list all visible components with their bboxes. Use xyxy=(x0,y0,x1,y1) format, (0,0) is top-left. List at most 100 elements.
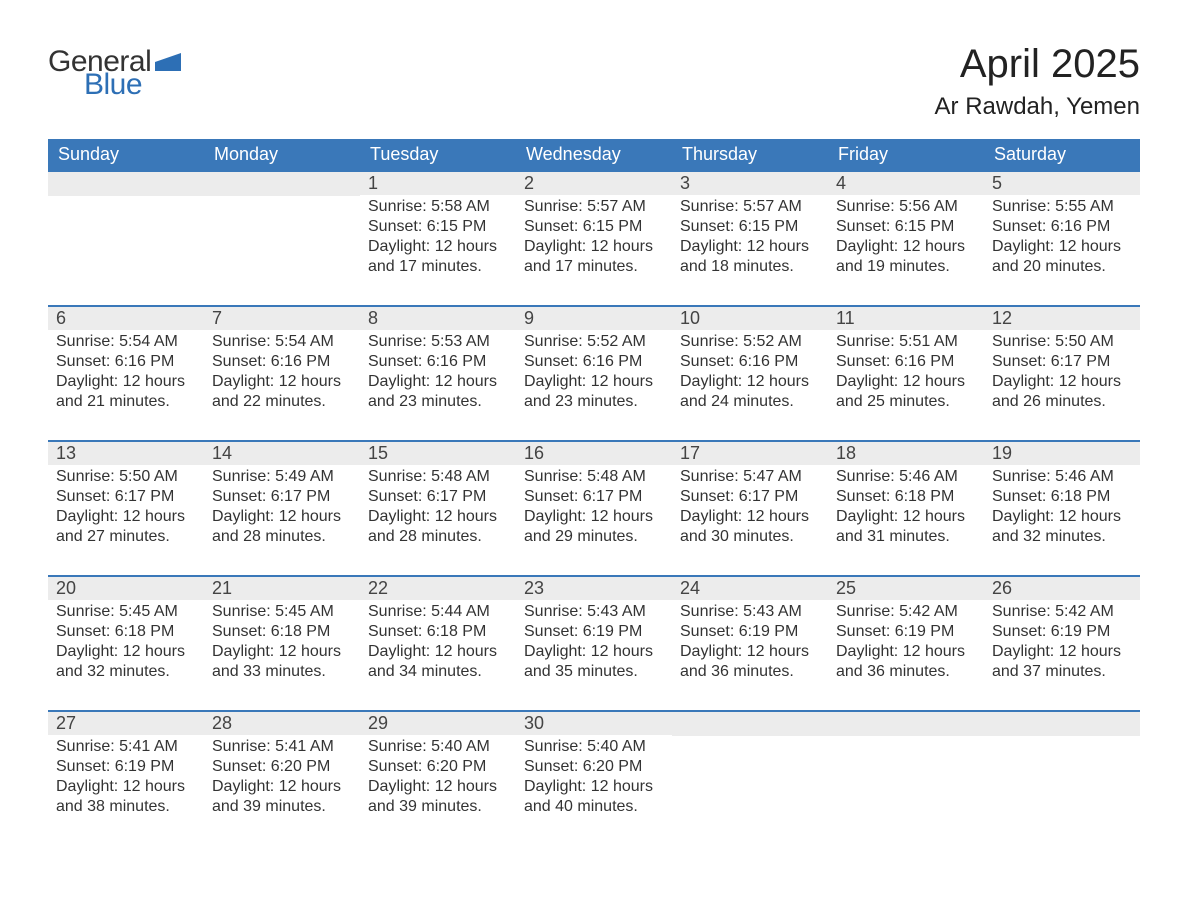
month-title: April 2025 xyxy=(935,42,1140,87)
day-line-sunset: Sunset: 6:16 PM xyxy=(992,217,1132,237)
day-number: 12 xyxy=(984,307,1140,330)
day-body: Sunrise: 5:54 AMSunset: 6:16 PMDaylight:… xyxy=(48,330,204,440)
day-line-sunrise: Sunrise: 5:50 AM xyxy=(992,332,1132,352)
day-line-day1: Daylight: 12 hours xyxy=(680,372,820,392)
day-line-sunset: Sunset: 6:15 PM xyxy=(368,217,508,237)
day-line-day2: and 19 minutes. xyxy=(836,257,976,277)
day-line-day1: Daylight: 12 hours xyxy=(836,372,976,392)
day-number: 5 xyxy=(984,172,1140,195)
day-line-sunset: Sunset: 6:18 PM xyxy=(368,622,508,642)
day-line-sunrise: Sunrise: 5:51 AM xyxy=(836,332,976,352)
day-line-day2: and 32 minutes. xyxy=(992,527,1132,547)
day-header: Saturday xyxy=(984,139,1140,171)
day-number xyxy=(48,172,204,196)
calendar-cell: 19Sunrise: 5:46 AMSunset: 6:18 PMDayligh… xyxy=(984,441,1140,576)
day-line-day1: Daylight: 12 hours xyxy=(524,777,664,797)
day-line-sunrise: Sunrise: 5:42 AM xyxy=(992,602,1132,622)
logo: General Blue xyxy=(48,42,181,98)
calendar-cell: 16Sunrise: 5:48 AMSunset: 6:17 PMDayligh… xyxy=(516,441,672,576)
day-line-sunset: Sunset: 6:19 PM xyxy=(56,757,196,777)
day-line-sunset: Sunset: 6:17 PM xyxy=(680,487,820,507)
day-line-day1: Daylight: 12 hours xyxy=(992,372,1132,392)
calendar-week-row: 27Sunrise: 5:41 AMSunset: 6:19 PMDayligh… xyxy=(48,711,1140,845)
day-line-sunset: Sunset: 6:16 PM xyxy=(680,352,820,372)
day-line-day1: Daylight: 12 hours xyxy=(212,507,352,527)
day-body: Sunrise: 5:43 AMSunset: 6:19 PMDaylight:… xyxy=(672,600,828,710)
day-number: 4 xyxy=(828,172,984,195)
day-header: Wednesday xyxy=(516,139,672,171)
calendar-cell xyxy=(828,711,984,845)
day-number xyxy=(672,712,828,736)
day-body: Sunrise: 5:40 AMSunset: 6:20 PMDaylight:… xyxy=(360,735,516,845)
day-number: 2 xyxy=(516,172,672,195)
day-line-day1: Daylight: 12 hours xyxy=(992,642,1132,662)
day-number: 11 xyxy=(828,307,984,330)
day-line-day2: and 33 minutes. xyxy=(212,662,352,682)
day-line-day1: Daylight: 12 hours xyxy=(680,642,820,662)
day-number: 16 xyxy=(516,442,672,465)
day-line-sunrise: Sunrise: 5:52 AM xyxy=(524,332,664,352)
day-line-day2: and 23 minutes. xyxy=(368,392,508,412)
day-body: Sunrise: 5:43 AMSunset: 6:19 PMDaylight:… xyxy=(516,600,672,710)
day-line-day1: Daylight: 12 hours xyxy=(992,507,1132,527)
calendar-cell: 18Sunrise: 5:46 AMSunset: 6:18 PMDayligh… xyxy=(828,441,984,576)
day-body xyxy=(48,196,204,286)
day-number: 9 xyxy=(516,307,672,330)
day-line-sunrise: Sunrise: 5:40 AM xyxy=(368,737,508,757)
day-header: Tuesday xyxy=(360,139,516,171)
day-line-sunset: Sunset: 6:16 PM xyxy=(212,352,352,372)
day-line-day1: Daylight: 12 hours xyxy=(524,642,664,662)
calendar-cell: 25Sunrise: 5:42 AMSunset: 6:19 PMDayligh… xyxy=(828,576,984,711)
day-number: 19 xyxy=(984,442,1140,465)
day-number: 17 xyxy=(672,442,828,465)
title-block: April 2025 Ar Rawdah, Yemen xyxy=(935,42,1140,131)
calendar-cell xyxy=(672,711,828,845)
calendar-cell: 23Sunrise: 5:43 AMSunset: 6:19 PMDayligh… xyxy=(516,576,672,711)
day-line-sunrise: Sunrise: 5:45 AM xyxy=(56,602,196,622)
day-body xyxy=(204,196,360,286)
day-body: Sunrise: 5:48 AMSunset: 6:17 PMDaylight:… xyxy=(360,465,516,575)
day-line-sunset: Sunset: 6:19 PM xyxy=(836,622,976,642)
day-line-sunset: Sunset: 6:16 PM xyxy=(524,352,664,372)
day-line-day2: and 17 minutes. xyxy=(368,257,508,277)
day-body xyxy=(672,736,828,826)
day-line-day1: Daylight: 12 hours xyxy=(56,507,196,527)
day-body: Sunrise: 5:40 AMSunset: 6:20 PMDaylight:… xyxy=(516,735,672,845)
calendar-cell: 8Sunrise: 5:53 AMSunset: 6:16 PMDaylight… xyxy=(360,306,516,441)
day-line-day2: and 28 minutes. xyxy=(368,527,508,547)
day-line-sunset: Sunset: 6:20 PM xyxy=(368,757,508,777)
calendar-cell: 10Sunrise: 5:52 AMSunset: 6:16 PMDayligh… xyxy=(672,306,828,441)
day-body: Sunrise: 5:48 AMSunset: 6:17 PMDaylight:… xyxy=(516,465,672,575)
day-line-sunrise: Sunrise: 5:52 AM xyxy=(680,332,820,352)
calendar-week-row: 1Sunrise: 5:58 AMSunset: 6:15 PMDaylight… xyxy=(48,171,1140,306)
calendar-cell: 5Sunrise: 5:55 AMSunset: 6:16 PMDaylight… xyxy=(984,171,1140,306)
day-line-day1: Daylight: 12 hours xyxy=(212,372,352,392)
day-line-sunrise: Sunrise: 5:43 AM xyxy=(524,602,664,622)
day-number: 27 xyxy=(48,712,204,735)
day-line-sunrise: Sunrise: 5:46 AM xyxy=(836,467,976,487)
day-line-day2: and 27 minutes. xyxy=(56,527,196,547)
day-body: Sunrise: 5:46 AMSunset: 6:18 PMDaylight:… xyxy=(828,465,984,575)
calendar-table: SundayMondayTuesdayWednesdayThursdayFrid… xyxy=(48,139,1140,845)
day-line-day2: and 18 minutes. xyxy=(680,257,820,277)
day-header: Monday xyxy=(204,139,360,171)
day-line-sunrise: Sunrise: 5:43 AM xyxy=(680,602,820,622)
day-line-sunset: Sunset: 6:18 PM xyxy=(992,487,1132,507)
day-number: 28 xyxy=(204,712,360,735)
calendar-cell: 17Sunrise: 5:47 AMSunset: 6:17 PMDayligh… xyxy=(672,441,828,576)
location: Ar Rawdah, Yemen xyxy=(935,93,1140,121)
day-body: Sunrise: 5:42 AMSunset: 6:19 PMDaylight:… xyxy=(984,600,1140,710)
calendar-cell: 11Sunrise: 5:51 AMSunset: 6:16 PMDayligh… xyxy=(828,306,984,441)
day-line-day1: Daylight: 12 hours xyxy=(524,237,664,257)
calendar-cell: 29Sunrise: 5:40 AMSunset: 6:20 PMDayligh… xyxy=(360,711,516,845)
day-number: 3 xyxy=(672,172,828,195)
day-line-sunrise: Sunrise: 5:50 AM xyxy=(56,467,196,487)
day-line-day1: Daylight: 12 hours xyxy=(836,507,976,527)
day-line-sunrise: Sunrise: 5:40 AM xyxy=(524,737,664,757)
day-line-sunrise: Sunrise: 5:47 AM xyxy=(680,467,820,487)
day-line-sunrise: Sunrise: 5:56 AM xyxy=(836,197,976,217)
calendar-week-row: 20Sunrise: 5:45 AMSunset: 6:18 PMDayligh… xyxy=(48,576,1140,711)
day-number: 24 xyxy=(672,577,828,600)
day-line-day2: and 38 minutes. xyxy=(56,797,196,817)
day-body: Sunrise: 5:50 AMSunset: 6:17 PMDaylight:… xyxy=(48,465,204,575)
